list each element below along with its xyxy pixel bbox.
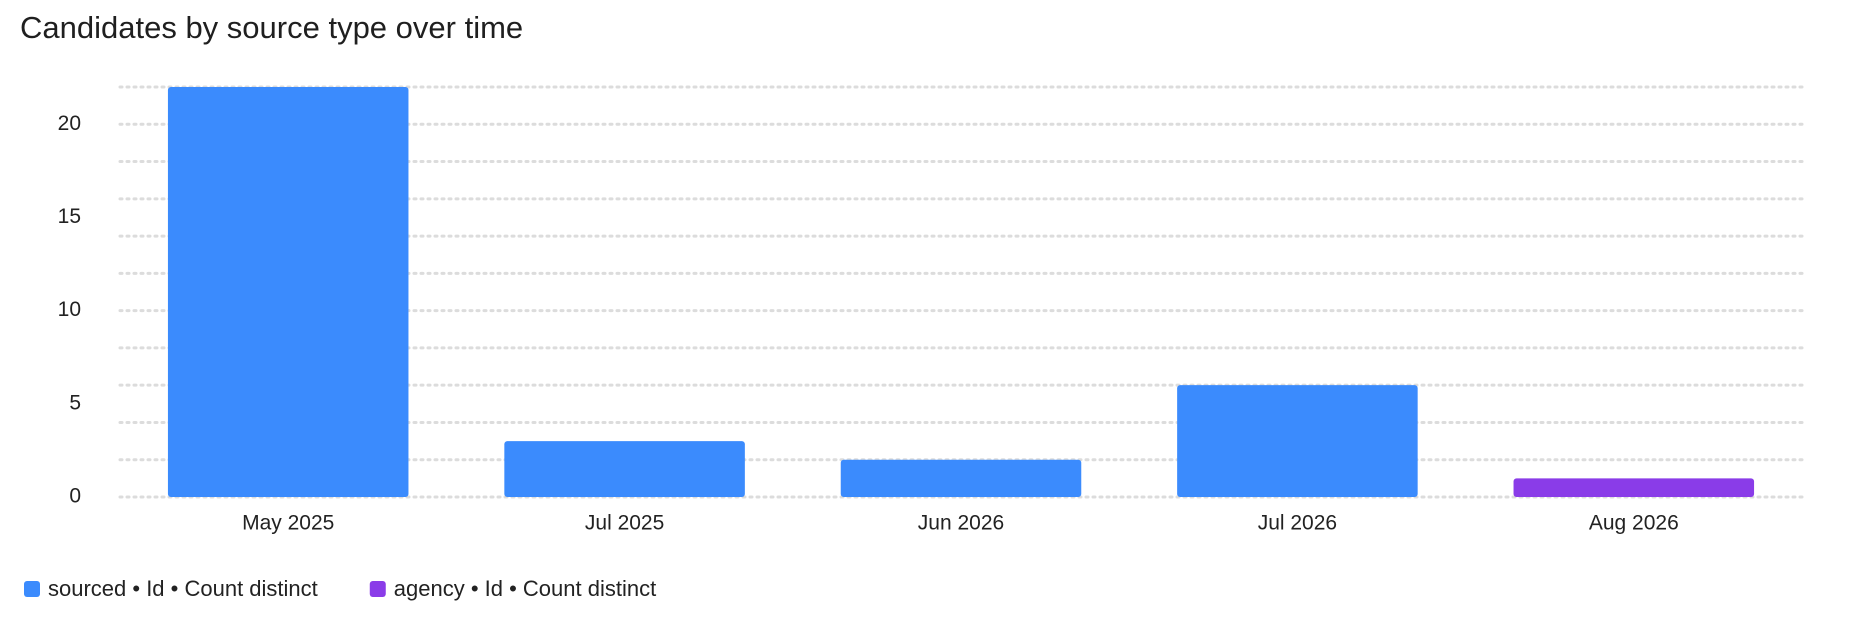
bar [840, 459, 1082, 497]
x-tick-label: Jul 2025 [585, 512, 664, 535]
legend-label: agency • Id • Count distinct [394, 576, 656, 601]
bar [167, 87, 409, 497]
y-tick-label: 10 [58, 298, 81, 321]
x-tick-label: Aug 2026 [1589, 512, 1679, 535]
legend-swatch [24, 581, 40, 597]
y-tick-label: 0 [69, 485, 81, 508]
bar [504, 441, 745, 497]
legend-label: sourced • Id • Count distinct [48, 576, 318, 601]
legend-swatch [369, 581, 386, 597]
x-tick-label: Jul 2026 [1258, 512, 1337, 535]
bar [1513, 478, 1755, 497]
chart-title: Candidates by source type over time [20, 10, 523, 45]
y-tick-label: 15 [58, 205, 81, 228]
bar [1177, 385, 1418, 497]
y-tick-label: 5 [69, 391, 81, 414]
x-tick-label: May 2025 [242, 512, 334, 535]
y-tick-label: 20 [58, 112, 81, 135]
x-tick-label: Jun 2026 [918, 512, 1004, 535]
